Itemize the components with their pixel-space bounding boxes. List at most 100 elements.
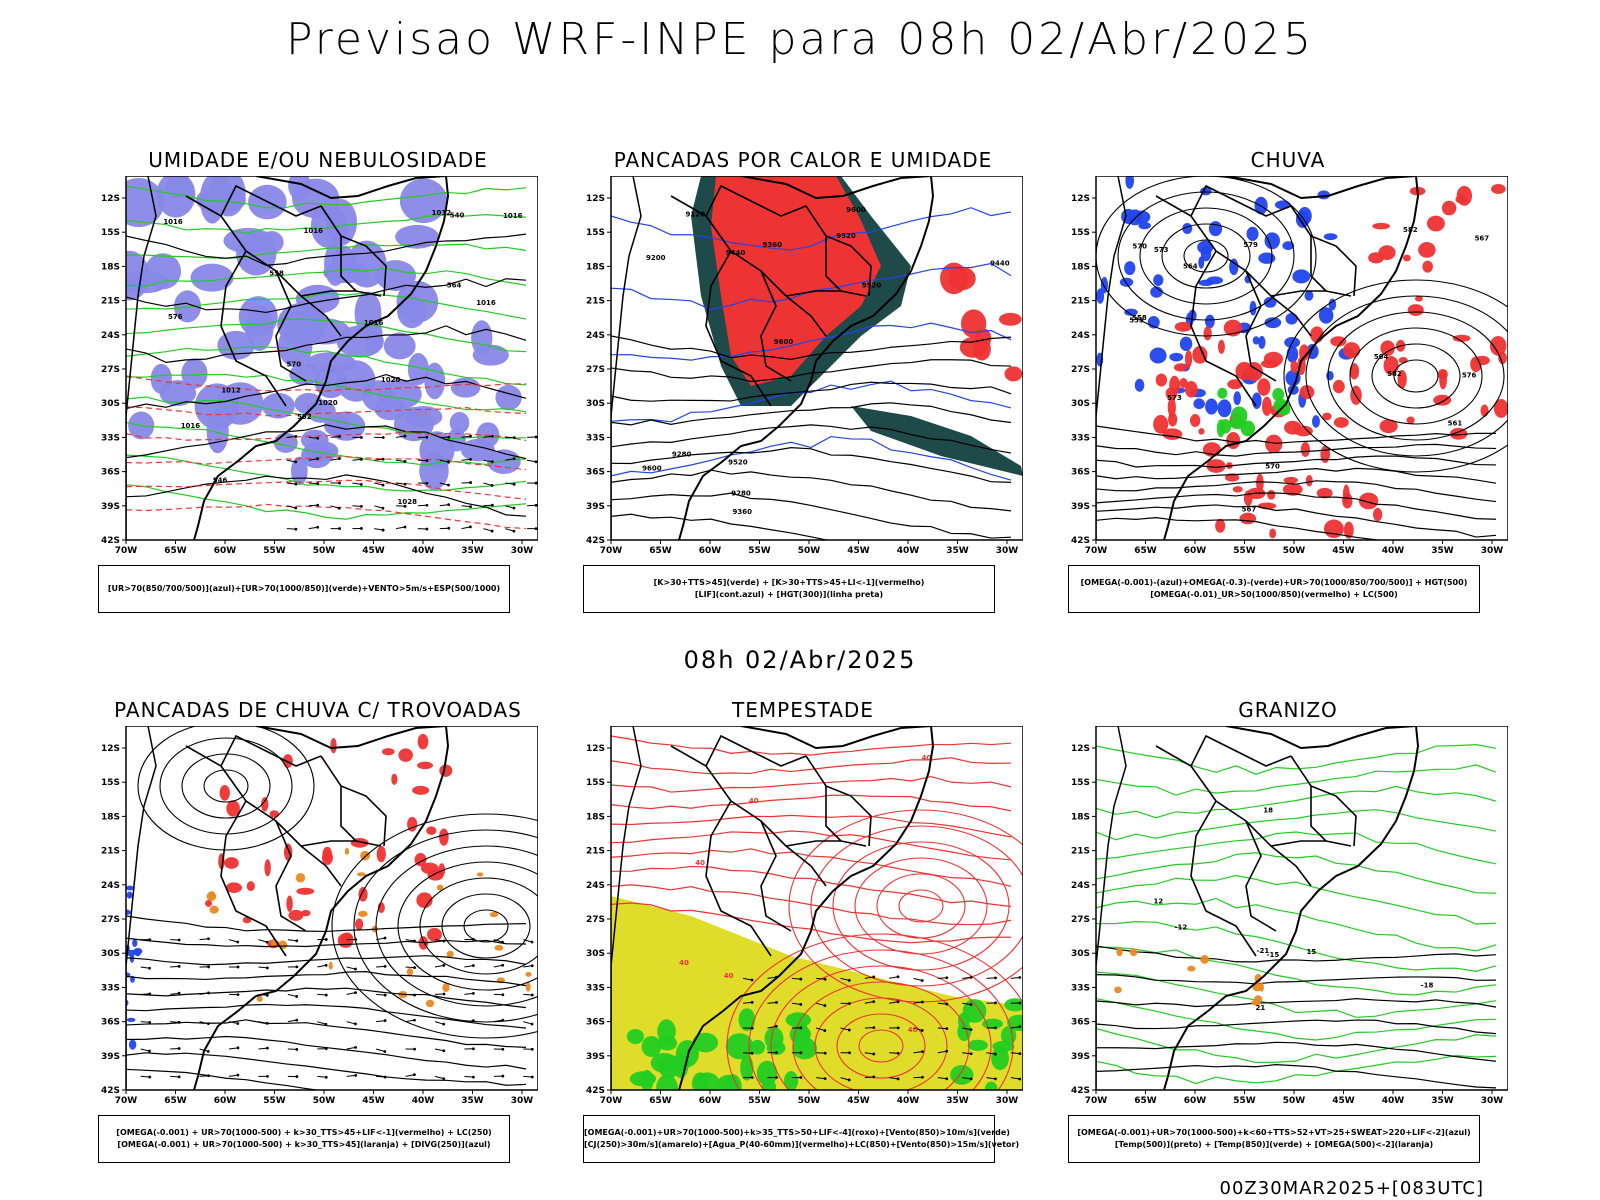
- omega-ur50: [1349, 363, 1360, 380]
- wind-vector: [439, 482, 449, 486]
- lifted-index-contour: [611, 435, 1012, 481]
- wind-vector: [403, 504, 407, 508]
- wind-vector-15: [743, 977, 753, 981]
- omega-ascent: [1138, 221, 1151, 230]
- omega-ur50: [1290, 360, 1298, 374]
- streamline-arrow: [258, 939, 268, 943]
- lat-tick-label: 27S: [586, 365, 605, 375]
- lat-tick-label: 36S: [1071, 1018, 1090, 1028]
- lat-tick-label: 24S: [1071, 331, 1090, 341]
- wind-vector-15: [937, 1002, 947, 1005]
- omega-ascent: [1153, 274, 1164, 286]
- streamline-arrow: [324, 1075, 328, 1079]
- wind-vector-15: [864, 976, 874, 979]
- wind-vector: [490, 460, 494, 464]
- lon-tick-label: 50W: [798, 546, 821, 556]
- streamline-arrow: [170, 965, 180, 968]
- contour-label: 573: [1154, 246, 1169, 254]
- state-border: [1310, 236, 1327, 292]
- hgt300-contour: [611, 402, 1012, 426]
- streamline-arrow: [265, 966, 269, 970]
- wind-vector-15: [847, 1078, 851, 1082]
- state-border: [705, 250, 772, 407]
- wind-vector: [505, 482, 515, 485]
- omega-ascent: [1323, 233, 1338, 241]
- streamline-arrow: [530, 964, 534, 968]
- omega-ur50: [1489, 336, 1507, 356]
- lon-tick-label: 35W: [461, 546, 484, 556]
- contour-label: 1016: [303, 227, 323, 235]
- lat-tick-label: 24S: [1071, 881, 1090, 891]
- contour-label: 9440: [990, 260, 1010, 268]
- convection-k30-tts45: [446, 950, 454, 958]
- legend-line: [CJ(250)>30m/s](amarelo)+[Agua_P(40-60mm…: [584, 1140, 1020, 1149]
- streamline-arrow: [434, 939, 444, 942]
- moisture-850-700-500: [208, 176, 233, 215]
- lon-tick-label: 60W: [1184, 1096, 1207, 1106]
- wind-vector: [483, 459, 493, 463]
- omega-ur50: [1407, 304, 1424, 316]
- panel-tempestade: TEMPESTADE 40 40 40 40 40 40 12S 15S 18S 21S 24S 27…: [583, 698, 1083, 1163]
- lat-tick-label: 42S: [586, 1086, 605, 1096]
- wind-vector: [360, 504, 363, 508]
- convection-li-neg1: [296, 887, 315, 895]
- wind-vector: [308, 504, 318, 507]
- contour-label: 555: [1129, 316, 1144, 324]
- moisture-850-700-500: [273, 432, 298, 453]
- contour-label: 9520: [836, 232, 856, 240]
- wind-vector-15: [994, 976, 997, 980]
- wind-vector-15: [823, 1004, 827, 1007]
- precip-water-contour: [858, 1029, 904, 1063]
- streamline-arrow: [236, 993, 240, 997]
- streamline-arrow: [434, 1075, 444, 1080]
- lon-tick-label: 45W: [1332, 546, 1355, 556]
- streamline-arrow: [493, 939, 503, 943]
- hgt500-contour: [1183, 239, 1229, 273]
- wind-vector-15: [791, 1002, 801, 1005]
- contour-label: 576: [168, 313, 183, 321]
- streamline-arrow: [383, 936, 387, 940]
- precip-water-contour: [611, 794, 1012, 812]
- omega-ur50: [1198, 428, 1205, 435]
- lat-tick-label: 12S: [1071, 194, 1090, 204]
- pressure-isobar: [126, 424, 527, 460]
- wind-vector: [352, 505, 362, 507]
- lat-tick-label: 33S: [586, 983, 605, 993]
- streamline-arrow: [376, 937, 386, 941]
- moisture-850-700-500: [261, 392, 295, 419]
- wind-vector: [316, 503, 320, 507]
- omega-ur50: [1422, 260, 1433, 273]
- omega-ur50: [1480, 404, 1489, 417]
- streamline-arrow: [523, 1075, 533, 1078]
- contour-label: 9520: [862, 282, 882, 290]
- convection-k30-tts45: [278, 940, 288, 950]
- temp850-contour: [1096, 809, 1497, 841]
- streamline-arrow: [442, 1022, 446, 1026]
- omega-ascent: [1304, 290, 1314, 301]
- wind-vector-15: [848, 1002, 851, 1005]
- wind-vector-15: [1018, 1052, 1022, 1055]
- convection-li-neg1: [288, 909, 304, 921]
- lat-tick-label: 30S: [1071, 399, 1090, 409]
- state-border: [705, 184, 807, 217]
- streamline-arrow: [383, 993, 387, 997]
- panel-umidade: UMIDADE E/OU NEBULOSIDADE 1012 1016 1020 10…: [98, 148, 598, 613]
- wind-vector-15: [872, 1026, 876, 1030]
- streamline-arrow: [236, 940, 240, 944]
- streamline-arrow: [346, 966, 356, 970]
- wind-vector-15: [1018, 1025, 1022, 1029]
- lat-tick-label: 24S: [586, 881, 605, 891]
- state-border: [805, 205, 872, 297]
- omega-ur50: [1184, 380, 1198, 398]
- state-border: [340, 786, 357, 842]
- lat-tick-label: 30S: [101, 399, 120, 409]
- lat-tick-label: 12S: [101, 744, 120, 754]
- moisture-850-700-500: [165, 176, 194, 199]
- convection-li-neg1: [205, 899, 213, 907]
- lon-tick-label: 30W: [511, 546, 534, 556]
- omega-ur50: [1227, 379, 1243, 390]
- wind-vector: [359, 457, 363, 461]
- lat-tick-label: 36S: [101, 1018, 120, 1028]
- streamline-arrow: [140, 1021, 150, 1023]
